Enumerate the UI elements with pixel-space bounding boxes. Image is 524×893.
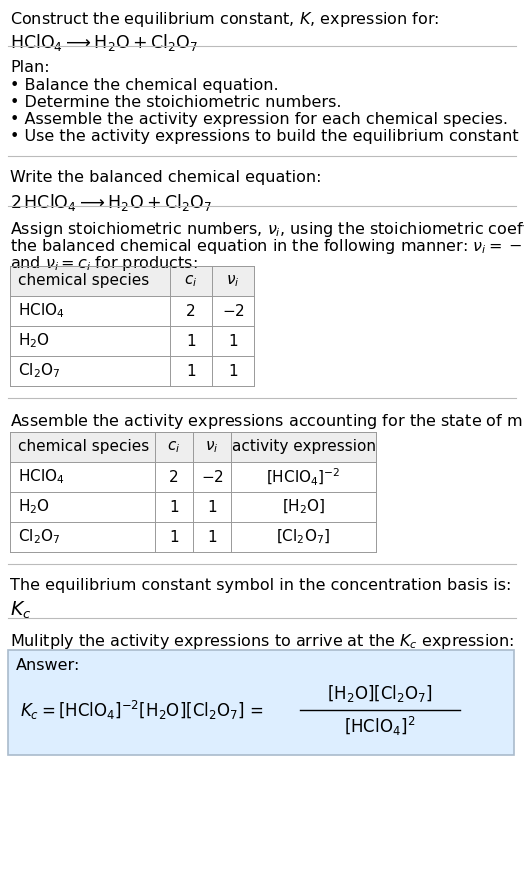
Text: 1: 1 (228, 363, 238, 379)
Text: Answer:: Answer: (16, 658, 80, 673)
Text: $[\mathrm{HClO_4}]^{-2}$: $[\mathrm{HClO_4}]^{-2}$ (266, 466, 341, 488)
Text: Plan:: Plan: (10, 60, 50, 75)
Text: $[\mathrm{HClO_4}]^2$: $[\mathrm{HClO_4}]^2$ (344, 714, 416, 738)
Text: $\mathrm{H_2O}$: $\mathrm{H_2O}$ (18, 497, 50, 516)
Text: $-2$: $-2$ (201, 469, 223, 485)
Text: 1: 1 (186, 333, 196, 348)
Text: $K_c = [\mathrm{HClO_4}]^{-2}[\mathrm{H_2O}][\mathrm{Cl_2O_7}]\,=$: $K_c = [\mathrm{HClO_4}]^{-2}[\mathrm{H_… (20, 698, 264, 722)
Text: Construct the equilibrium constant, $K$, expression for:: Construct the equilibrium constant, $K$,… (10, 10, 439, 29)
Text: $\mathrm{HClO_4}$: $\mathrm{HClO_4}$ (18, 468, 64, 487)
Text: • Assemble the activity expression for each chemical species.: • Assemble the activity expression for e… (10, 112, 508, 127)
Text: $\mathrm{H_2O}$: $\mathrm{H_2O}$ (18, 331, 50, 350)
Text: the balanced chemical equation in the following manner: $\nu_i = -c_i$ for react: the balanced chemical equation in the fo… (10, 237, 524, 256)
Text: Mulitply the activity expressions to arrive at the $K_c$ expression:: Mulitply the activity expressions to arr… (10, 632, 514, 651)
Text: Assign stoichiometric numbers, $\nu_i$, using the stoichiometric coefficients, $: Assign stoichiometric numbers, $\nu_i$, … (10, 220, 524, 239)
Text: $\nu_i$: $\nu_i$ (226, 273, 239, 288)
Text: • Determine the stoichiometric numbers.: • Determine the stoichiometric numbers. (10, 95, 342, 110)
Text: $[\mathrm{H_2O}]$: $[\mathrm{H_2O}]$ (282, 497, 325, 516)
Bar (10, 522, 376, 552)
Text: $-2$: $-2$ (222, 303, 245, 319)
Bar (10, 296, 254, 326)
Text: $\nu_i$: $\nu_i$ (205, 439, 219, 455)
Bar (10, 326, 254, 356)
Text: 1: 1 (228, 333, 238, 348)
Text: The equilibrium constant symbol in the concentration basis is:: The equilibrium constant symbol in the c… (10, 578, 511, 593)
FancyBboxPatch shape (8, 650, 514, 755)
Text: chemical species: chemical species (18, 439, 149, 455)
Bar (10, 492, 376, 522)
Bar (10, 356, 254, 386)
Text: $\mathrm{Cl_2O_7}$: $\mathrm{Cl_2O_7}$ (18, 528, 60, 547)
Text: Write the balanced chemical equation:: Write the balanced chemical equation: (10, 170, 322, 185)
Text: $[\mathrm{H_2O}][\mathrm{Cl_2O_7}]$: $[\mathrm{H_2O}][\mathrm{Cl_2O_7}]$ (327, 683, 433, 705)
Text: $[\mathrm{Cl_2O_7}]$: $[\mathrm{Cl_2O_7}]$ (276, 528, 331, 547)
Text: • Balance the chemical equation.: • Balance the chemical equation. (10, 78, 279, 93)
Text: 1: 1 (207, 499, 217, 514)
Text: • Use the activity expressions to build the equilibrium constant expression.: • Use the activity expressions to build … (10, 129, 524, 144)
Text: chemical species: chemical species (18, 273, 149, 288)
Text: 1: 1 (207, 530, 217, 545)
Text: 1: 1 (186, 363, 196, 379)
Text: Assemble the activity expressions accounting for the state of matter and $\nu_i$: Assemble the activity expressions accoun… (10, 412, 524, 431)
Text: $2 \, \mathrm{HClO_4}  \longrightarrow  \mathrm{H_2O + Cl_2O_7}$: $2 \, \mathrm{HClO_4} \longrightarrow \m… (10, 192, 212, 213)
Bar (10, 266, 254, 296)
Text: $c_i$: $c_i$ (167, 439, 181, 455)
Text: and $\nu_i = c_i$ for products:: and $\nu_i = c_i$ for products: (10, 254, 198, 273)
Text: $\mathrm{HClO_4}$: $\mathrm{HClO_4}$ (18, 302, 64, 321)
Bar (10, 432, 376, 462)
Text: $K_c$: $K_c$ (10, 600, 31, 622)
Bar (10, 462, 376, 492)
Text: $c_i$: $c_i$ (184, 273, 198, 288)
Text: activity expression: activity expression (232, 439, 376, 455)
Text: $\mathrm{HClO_4}  \longrightarrow  \mathrm{H_2O + Cl_2O_7}$: $\mathrm{HClO_4} \longrightarrow \mathrm… (10, 32, 198, 53)
Text: 1: 1 (169, 530, 179, 545)
Text: 1: 1 (169, 499, 179, 514)
Text: 2: 2 (169, 470, 179, 485)
Text: $\mathrm{Cl_2O_7}$: $\mathrm{Cl_2O_7}$ (18, 362, 60, 380)
Text: 2: 2 (186, 304, 196, 319)
